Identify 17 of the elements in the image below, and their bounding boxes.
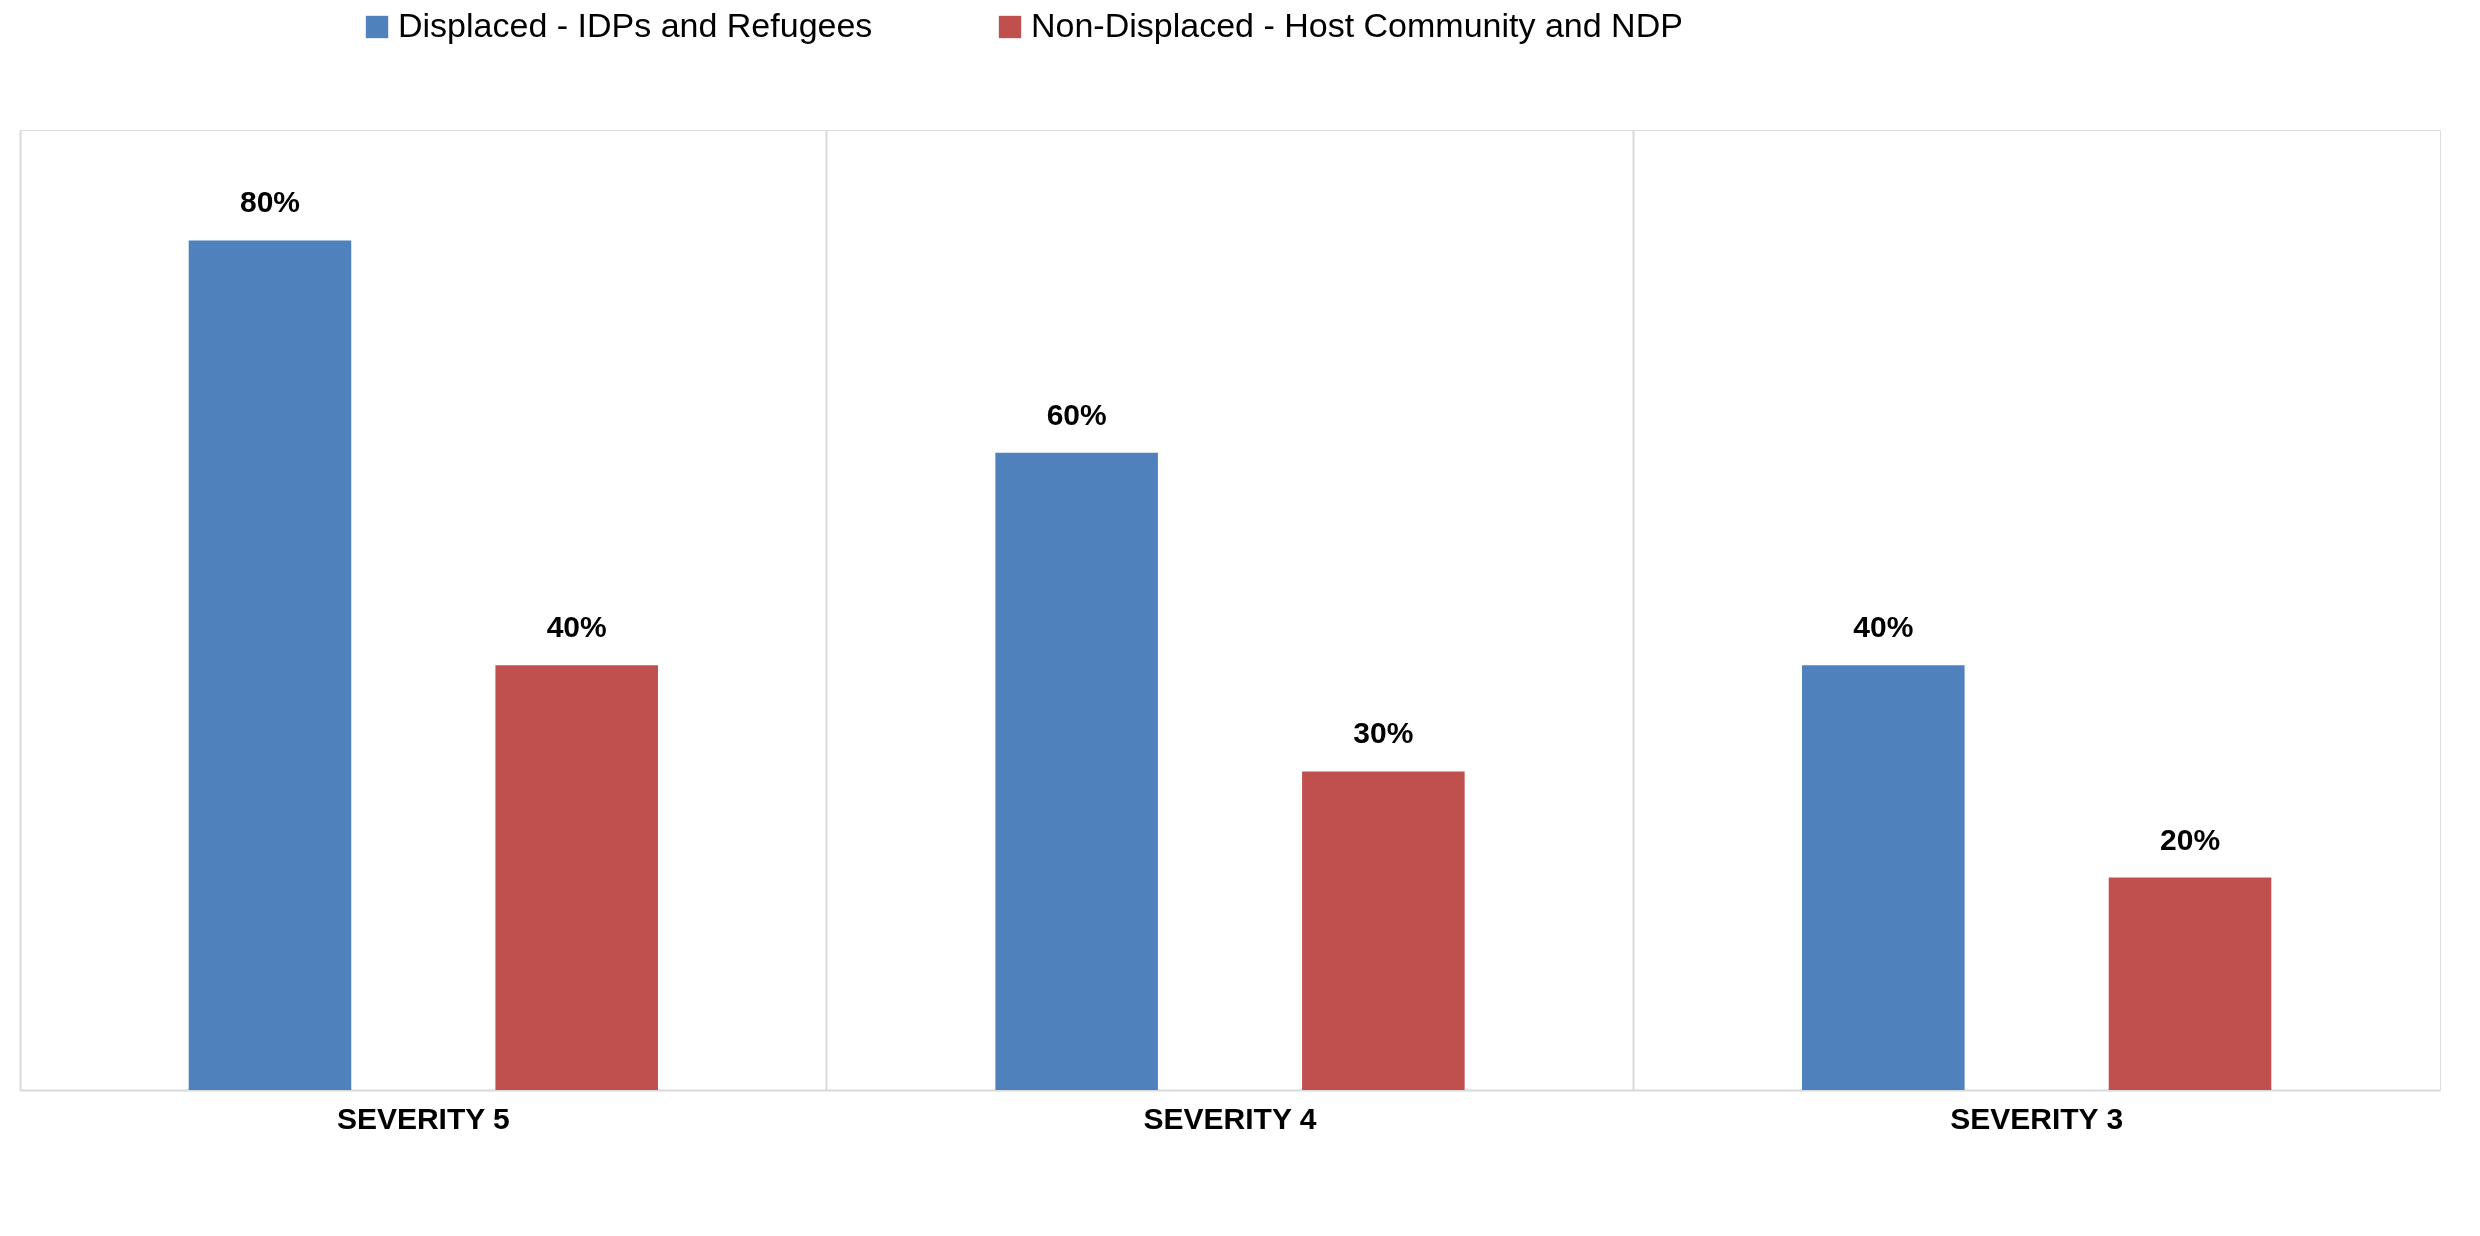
bar: [995, 452, 1158, 1090]
x-tick-label: SEVERITY 5: [336, 1101, 510, 1135]
legend-label: Non-Displaced - Host Community and NDP: [1031, 6, 1683, 44]
bar: [188, 240, 352, 1090]
bar: [495, 665, 658, 1090]
x-tick-label: SEVERITY 3: [1950, 1101, 2124, 1135]
data-label: 80%: [239, 185, 300, 219]
bar: [1302, 771, 1465, 1090]
bar: [2108, 877, 2272, 1090]
data-label: 60%: [1046, 397, 1107, 431]
data-label: 20%: [2160, 822, 2221, 856]
x-tick-label: SEVERITY 4: [1143, 1101, 1317, 1135]
data-label: 40%: [546, 610, 607, 644]
data-label: 30%: [1353, 716, 1414, 750]
bar: [1802, 665, 1965, 1090]
legend-label: Displaced - IDPs and Refugees: [398, 6, 873, 44]
data-label: 40%: [1853, 610, 1914, 644]
